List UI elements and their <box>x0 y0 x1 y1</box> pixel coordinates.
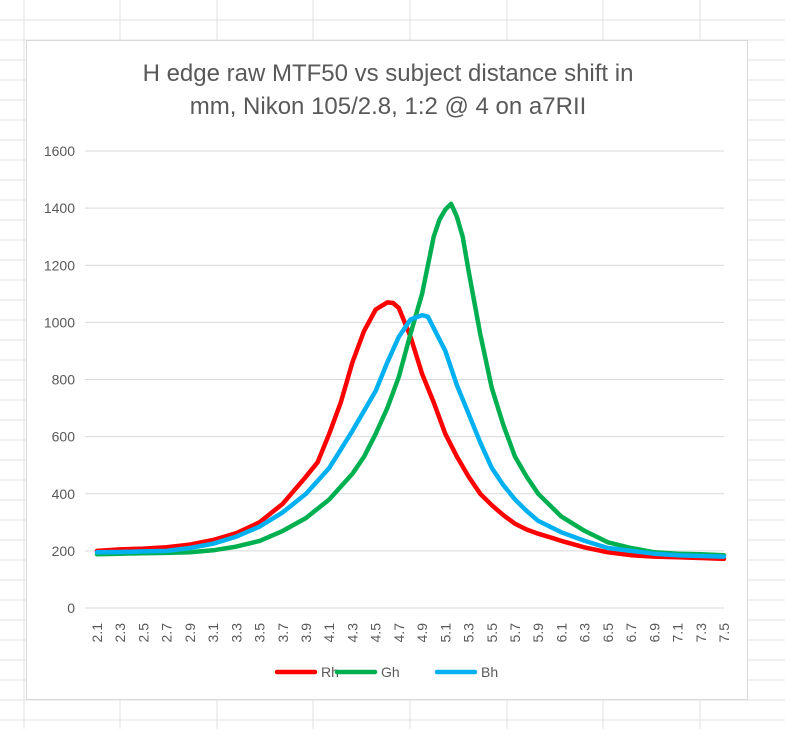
legend-label-gh: Gh <box>381 664 400 680</box>
x-tick-label: 2.9 <box>182 623 198 643</box>
chart-title-line-2: mm, Nikon 105/2.8, 1:2 @ 4 on a7RII <box>189 93 587 120</box>
x-tick-label: 2.3 <box>112 623 128 643</box>
x-tick-label: 2.7 <box>159 623 175 643</box>
series-line-gh <box>94 201 727 558</box>
x-tick-label: 4.5 <box>368 623 384 643</box>
series-lines <box>94 201 727 562</box>
legend-label-bh: Bh <box>481 664 498 680</box>
y-tick-label: 400 <box>52 486 76 502</box>
x-tick-label: 6.1 <box>553 623 569 643</box>
x-tick-label: 2.1 <box>89 623 105 643</box>
chart-title-line-1: H edge raw MTF50 vs subject distance shi… <box>142 60 634 87</box>
x-tick-label: 7.1 <box>670 623 686 643</box>
legend-label-rh: Rh <box>321 664 339 680</box>
y-tick-label: 800 <box>52 372 76 388</box>
y-tick-label: 1000 <box>44 314 75 330</box>
y-tick-label: 0 <box>67 600 75 616</box>
x-tick-label: 3.3 <box>228 623 244 643</box>
x-tick-label: 5.1 <box>437 623 453 643</box>
x-tick-label: 5.5 <box>484 623 500 643</box>
x-tick-label: 3.5 <box>252 623 268 643</box>
legend[interactable]: Rh Gh Bh <box>274 664 498 680</box>
y-tick-label: 1400 <box>44 200 75 216</box>
y-axis-tick-labels: 0 200 400 600 800 1000 1200 1400 1600 <box>44 143 75 616</box>
x-tick-label: 6.5 <box>600 623 616 643</box>
x-tick-label: 3.1 <box>205 623 221 643</box>
x-tick-label: 3.7 <box>275 623 291 643</box>
chart-area[interactable]: H edge raw MTF50 vs subject distance shi… <box>26 40 748 700</box>
series-line-rh <box>94 300 727 562</box>
x-tick-label: 7.5 <box>716 623 732 643</box>
x-tick-label: 5.7 <box>507 623 523 643</box>
y-tick-label: 1200 <box>44 257 75 273</box>
x-tick-label: 5.9 <box>530 623 546 643</box>
x-tick-label: 4.7 <box>391 623 407 643</box>
y-tick-label: 200 <box>52 543 76 559</box>
chart-title: H edge raw MTF50 vs subject distance shi… <box>27 57 749 123</box>
x-tick-label: 7.3 <box>693 623 709 643</box>
x-axis-tick-labels: 2.1 2.3 2.5 2.7 2.9 3.1 3.3 3.5 3.7 3.9 4.1 4.3 4.5 4… <box>89 623 732 643</box>
x-tick-label: 4.3 <box>344 623 360 643</box>
x-tick-label: 3.9 <box>298 623 314 643</box>
x-tick-label: 6.9 <box>646 623 662 643</box>
x-tick-label: 6.7 <box>623 623 639 643</box>
x-tick-label: 4.1 <box>321 623 337 643</box>
y-tick-label: 600 <box>52 429 76 445</box>
x-tick-label: 2.5 <box>135 623 151 643</box>
x-tick-label: 4.9 <box>414 623 430 643</box>
x-tick-label: 6.3 <box>577 623 593 643</box>
y-tick-label: 1600 <box>44 143 75 159</box>
horizontal-gridlines <box>85 150 724 609</box>
series-line-bh <box>94 312 727 559</box>
x-tick-label: 5.3 <box>461 623 477 643</box>
